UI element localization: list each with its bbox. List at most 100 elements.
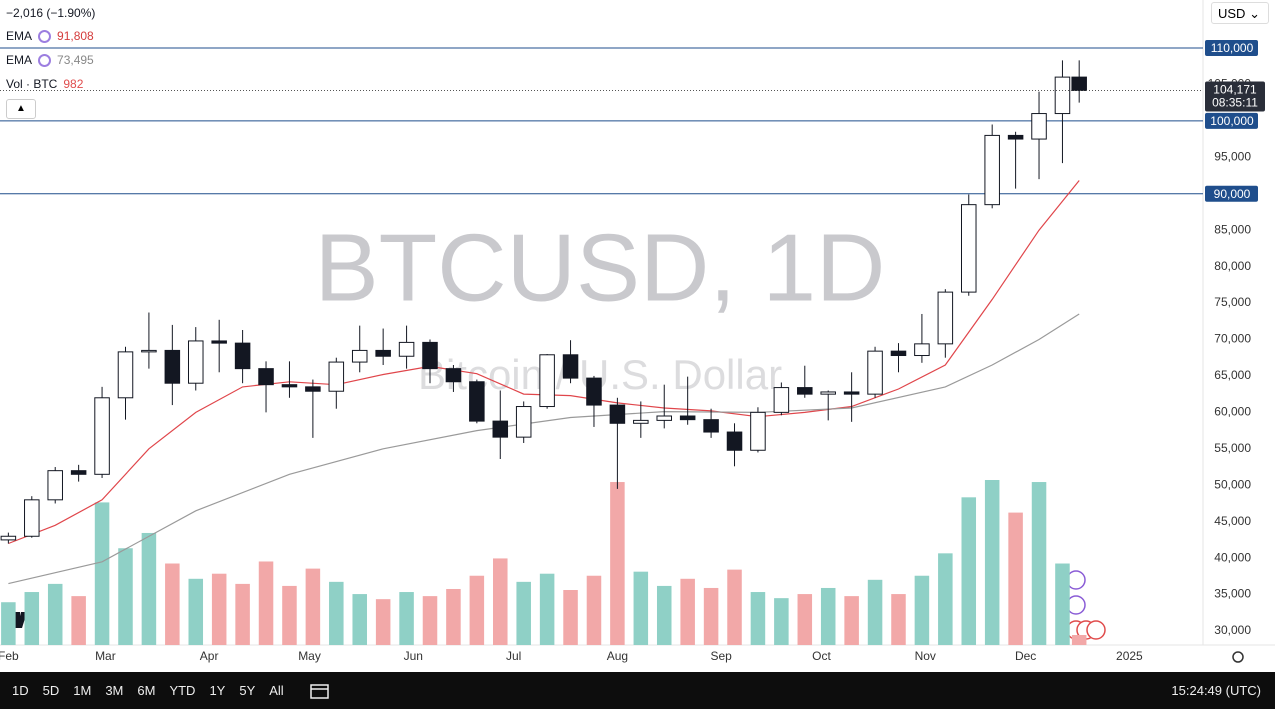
candle-body bbox=[445, 368, 462, 383]
candle bbox=[679, 376, 696, 425]
candle-body bbox=[0, 535, 17, 541]
candle-body bbox=[797, 387, 813, 395]
candle bbox=[375, 328, 391, 365]
candle-body bbox=[914, 343, 930, 357]
level-label: 110,000 bbox=[1211, 41, 1254, 55]
volume-bar bbox=[71, 596, 86, 645]
volume-bar bbox=[165, 563, 180, 645]
level-label-box bbox=[1205, 185, 1258, 202]
range-button[interactable]: 5D bbox=[42, 683, 60, 698]
indicator-value: 982 bbox=[63, 77, 84, 91]
volume-bar bbox=[586, 575, 602, 645]
candle bbox=[164, 324, 181, 406]
level-label-box bbox=[1205, 112, 1258, 129]
candle-body bbox=[375, 349, 391, 357]
date-range-icon[interactable] bbox=[309, 682, 331, 700]
volume-bar bbox=[469, 575, 485, 645]
volume-bar bbox=[867, 579, 883, 645]
candle-body bbox=[422, 341, 438, 370]
x-tick-label: Jun bbox=[404, 649, 423, 663]
volume-bar bbox=[1071, 634, 1087, 645]
indicator: EMA 73,495 bbox=[6, 53, 94, 67]
indicator-value: 91,808 bbox=[57, 29, 94, 43]
volume-bar bbox=[47, 583, 63, 645]
x-tick-label: Apr bbox=[200, 649, 219, 663]
y-tick-label: 85,000 bbox=[1214, 222, 1251, 236]
volume-bar bbox=[352, 594, 367, 645]
candle-body bbox=[726, 431, 743, 451]
volume-bar bbox=[258, 561, 274, 645]
candle-body bbox=[586, 377, 602, 406]
level-label-box bbox=[1205, 39, 1258, 56]
range-button[interactable]: 1D bbox=[12, 683, 29, 698]
volume-bar bbox=[329, 581, 344, 645]
candle-body bbox=[492, 420, 509, 438]
volume-bar bbox=[844, 596, 859, 645]
range-button[interactable]: 5Y bbox=[239, 683, 256, 698]
countdown: 08:35:11 bbox=[1212, 96, 1258, 110]
range-button[interactable]: All bbox=[269, 683, 284, 698]
candle bbox=[820, 390, 836, 421]
volume-bar bbox=[610, 482, 625, 645]
range-button[interactable]: 3M bbox=[105, 683, 124, 698]
chart: BTCUSD, 1D Bitcoin / U.S. Dollar 30,0003… bbox=[0, 0, 1275, 663]
candle bbox=[187, 327, 204, 391]
candle bbox=[914, 313, 930, 363]
candle bbox=[539, 354, 555, 409]
candle-body bbox=[258, 368, 274, 386]
x-tick-label: Oct bbox=[812, 649, 831, 663]
collapse-button[interactable]: ▲ bbox=[6, 99, 36, 119]
candle bbox=[305, 379, 321, 438]
volume-bar bbox=[282, 585, 297, 645]
volume-bar bbox=[774, 598, 789, 645]
last-price-label: 104,171 bbox=[1213, 83, 1257, 97]
volume-bar bbox=[727, 569, 742, 645]
volume-bar bbox=[563, 590, 578, 645]
volume-bar bbox=[375, 599, 391, 645]
volume-bar bbox=[891, 594, 906, 645]
volume-bar bbox=[399, 592, 414, 645]
volume-bar bbox=[422, 596, 438, 645]
indicator-name: EMA bbox=[6, 53, 33, 67]
candle bbox=[797, 365, 813, 398]
volume-bar bbox=[750, 592, 766, 645]
candle bbox=[234, 330, 251, 384]
candle bbox=[281, 361, 298, 398]
range-button[interactable]: 1Y bbox=[209, 683, 226, 698]
range-button[interactable]: 6M bbox=[137, 683, 156, 698]
candle bbox=[70, 464, 87, 482]
volume-bar bbox=[914, 575, 930, 645]
y-tick-label: 95,000 bbox=[1214, 149, 1251, 163]
candle bbox=[867, 346, 883, 398]
y-tick-label: 60,000 bbox=[1214, 405, 1251, 419]
indicator-value: 73,495 bbox=[57, 53, 94, 67]
candle bbox=[726, 423, 743, 467]
volume-bar bbox=[1, 602, 16, 645]
volume-bar bbox=[94, 502, 110, 645]
candle bbox=[562, 340, 579, 384]
range-button[interactable]: YTD bbox=[169, 683, 196, 698]
volume-bar bbox=[24, 592, 40, 645]
candle-body bbox=[1031, 113, 1047, 140]
volume-bar bbox=[516, 581, 531, 645]
toolbar: 1D 5D 1M 3M 6M YTD 1Y 5Y All 15:24:49 (UTC) bbox=[0, 672, 1275, 709]
indicator-icon bbox=[38, 53, 52, 67]
volume-bar bbox=[446, 588, 461, 645]
volume-bar bbox=[235, 583, 250, 645]
candle bbox=[398, 325, 415, 369]
x-tick-label: Sep bbox=[710, 649, 732, 663]
candle-body bbox=[351, 349, 368, 363]
candle-body bbox=[1054, 76, 1071, 115]
candle bbox=[843, 372, 860, 422]
candle-body bbox=[633, 419, 649, 424]
candle-body bbox=[94, 397, 110, 475]
volume-bar bbox=[118, 548, 133, 645]
y-tick-label: 30,000 bbox=[1214, 623, 1251, 637]
candle-body bbox=[1007, 134, 1024, 140]
volume-bar bbox=[539, 573, 555, 645]
change-text: −2,016 (−1.90%) bbox=[6, 6, 96, 20]
range-button[interactable]: 1M bbox=[73, 683, 92, 698]
candle bbox=[750, 407, 766, 453]
currency-select[interactable]: USD ⌄ bbox=[1211, 2, 1269, 24]
